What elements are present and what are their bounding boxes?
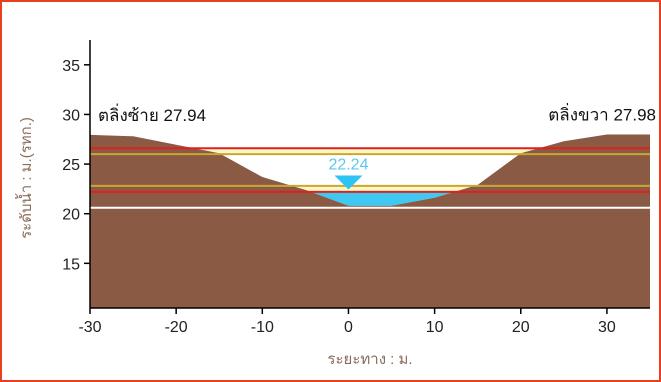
x-tick-label: 0: [344, 319, 353, 336]
x-tick-label: 30: [598, 319, 616, 336]
x-tick-label: -30: [78, 319, 101, 336]
left-bank-label: ตลิ่งซ้าย 27.94: [98, 103, 206, 125]
y-tick-label: 25: [62, 157, 80, 174]
y-tick-label: 20: [62, 207, 80, 224]
water-zone-band: [90, 185, 650, 192]
x-tick-label: -20: [165, 319, 188, 336]
x-tick-label: 10: [426, 319, 444, 336]
x-axis-title: ระยะทาง : ม.: [327, 351, 412, 368]
water-level-label: 22.24: [328, 156, 368, 173]
y-tick-label: 15: [62, 256, 80, 273]
x-tick-label: -10: [251, 319, 274, 336]
warning-band: [90, 148, 650, 155]
y-axis-title: ระดับน้ำ : ม.(รทก.): [15, 117, 35, 239]
water-body: [309, 191, 456, 206]
x-tick-label: 20: [512, 319, 530, 336]
y-tick-label: 35: [62, 58, 80, 75]
ground-profile: [90, 134, 650, 308]
water-level-marker: [334, 175, 363, 190]
y-tick-label: 30: [62, 107, 80, 124]
right-bank-label: ตลิ่งขวา 27.98: [548, 102, 656, 124]
